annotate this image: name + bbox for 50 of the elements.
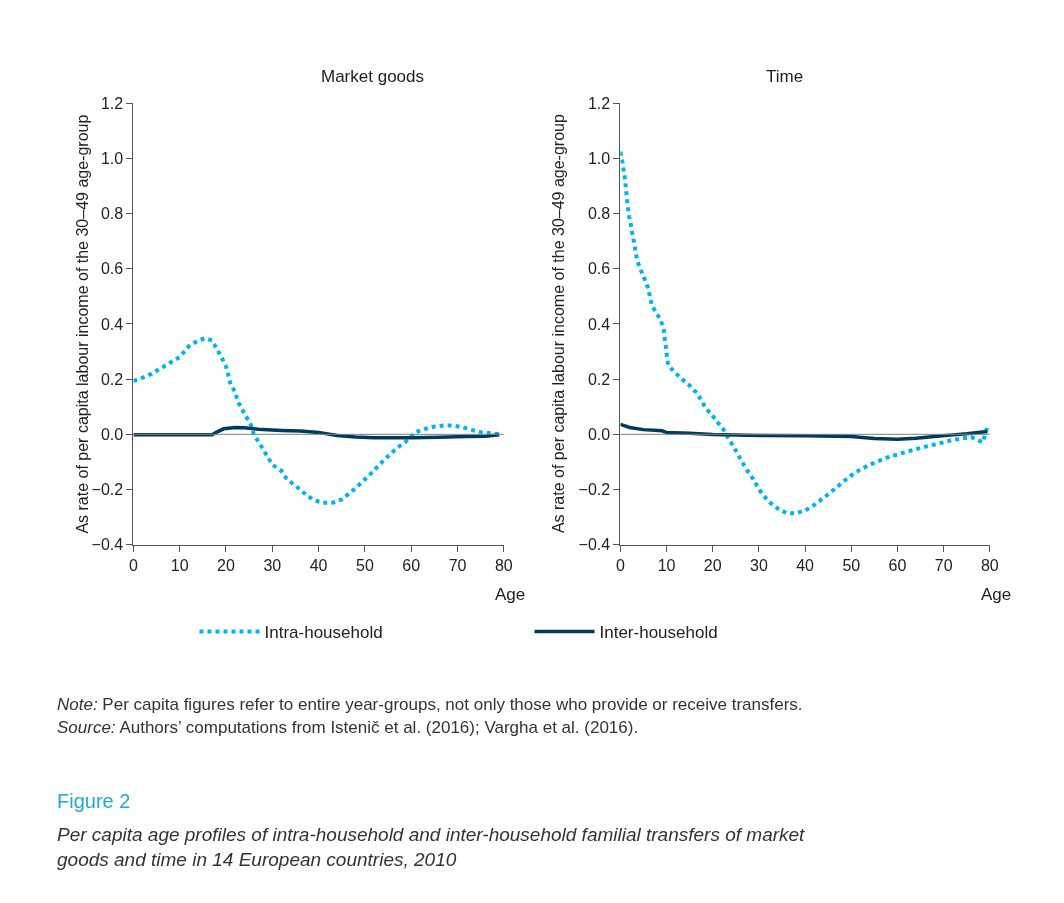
y-tick-label: −0.4	[578, 536, 611, 554]
x-tick-label: 0	[615, 556, 625, 574]
x-tick-label: 40	[796, 556, 815, 574]
x-tick-label: 60	[402, 556, 421, 574]
text: Per capita age profiles of intra-household and inter-household familial transfers of market goods and time in 14 European countries, 2010	[57, 824, 806, 870]
y-tick-label: 1.2	[100, 94, 124, 112]
y-axis-title: As rate of per capita labour income of the 30–49 age-group	[73, 114, 91, 534]
legend-label: Inter-household	[599, 623, 718, 643]
y-tick-label: 0.0	[587, 425, 611, 443]
y-tick-label: 0.6	[100, 260, 124, 278]
line-series	[133, 336, 502, 505]
x-tick-label: 40	[309, 556, 328, 574]
y-tick-label: −0.4	[91, 536, 124, 554]
x-tick-label: 20	[217, 556, 235, 574]
x-tick-label: 80	[980, 556, 999, 574]
x-tick-label: 80	[494, 556, 513, 574]
x-tick-label: 60	[888, 556, 907, 574]
y-tick-label: 0.8	[587, 205, 611, 223]
x-tick-label: 50	[842, 556, 861, 574]
y-tick-label: 0.4	[587, 315, 611, 333]
y-tick-label: −0.2	[91, 481, 124, 499]
x-tick-label: 30	[750, 556, 768, 574]
y-tick-label: −0.2	[578, 481, 611, 499]
x-tick-label: 0	[128, 556, 138, 574]
y-tick-label: 1.0	[100, 149, 124, 167]
x-tick-label: 70	[934, 556, 953, 574]
y-tick-label: 0.8	[100, 205, 124, 223]
line-series	[620, 149, 990, 516]
y-tick-label: 1.0	[587, 149, 611, 167]
chart-title: Market goods	[321, 67, 424, 86]
y-tick-label: 0.6	[587, 260, 611, 278]
source-note: Source: Authors’ computations from Istenič et al. (2016); Vargha et al. (2016).	[57, 718, 639, 737]
chart-title: Time	[766, 67, 804, 86]
x-tick-label: 10	[657, 556, 676, 574]
y-tick-label: 0.2	[100, 370, 124, 388]
x-axis-title: Age	[981, 585, 1012, 604]
x-tick-label: 70	[448, 556, 467, 574]
y-tick-label: 0.0	[100, 425, 124, 443]
x-tick-label: 10	[170, 556, 189, 574]
caption: Figure 2	[57, 790, 131, 812]
y-tick-label: 0.4	[100, 315, 124, 333]
text: Note: Per capita figures refer to entire year-groups, not only those who provide or receive transfers.	[57, 695, 803, 714]
x-tick-label: 30	[263, 556, 282, 574]
y-tick-label: 1.2	[587, 94, 611, 112]
legend-label: Intra-household	[264, 623, 383, 643]
y-axis-title: As rate of per capita labour income of the 30–49 age-group	[550, 114, 568, 534]
y-tick-label: 0.2	[587, 370, 611, 388]
x-axis-title: Age	[495, 585, 526, 604]
x-tick-label: 20	[703, 556, 722, 574]
x-tick-label: 50	[356, 556, 374, 574]
